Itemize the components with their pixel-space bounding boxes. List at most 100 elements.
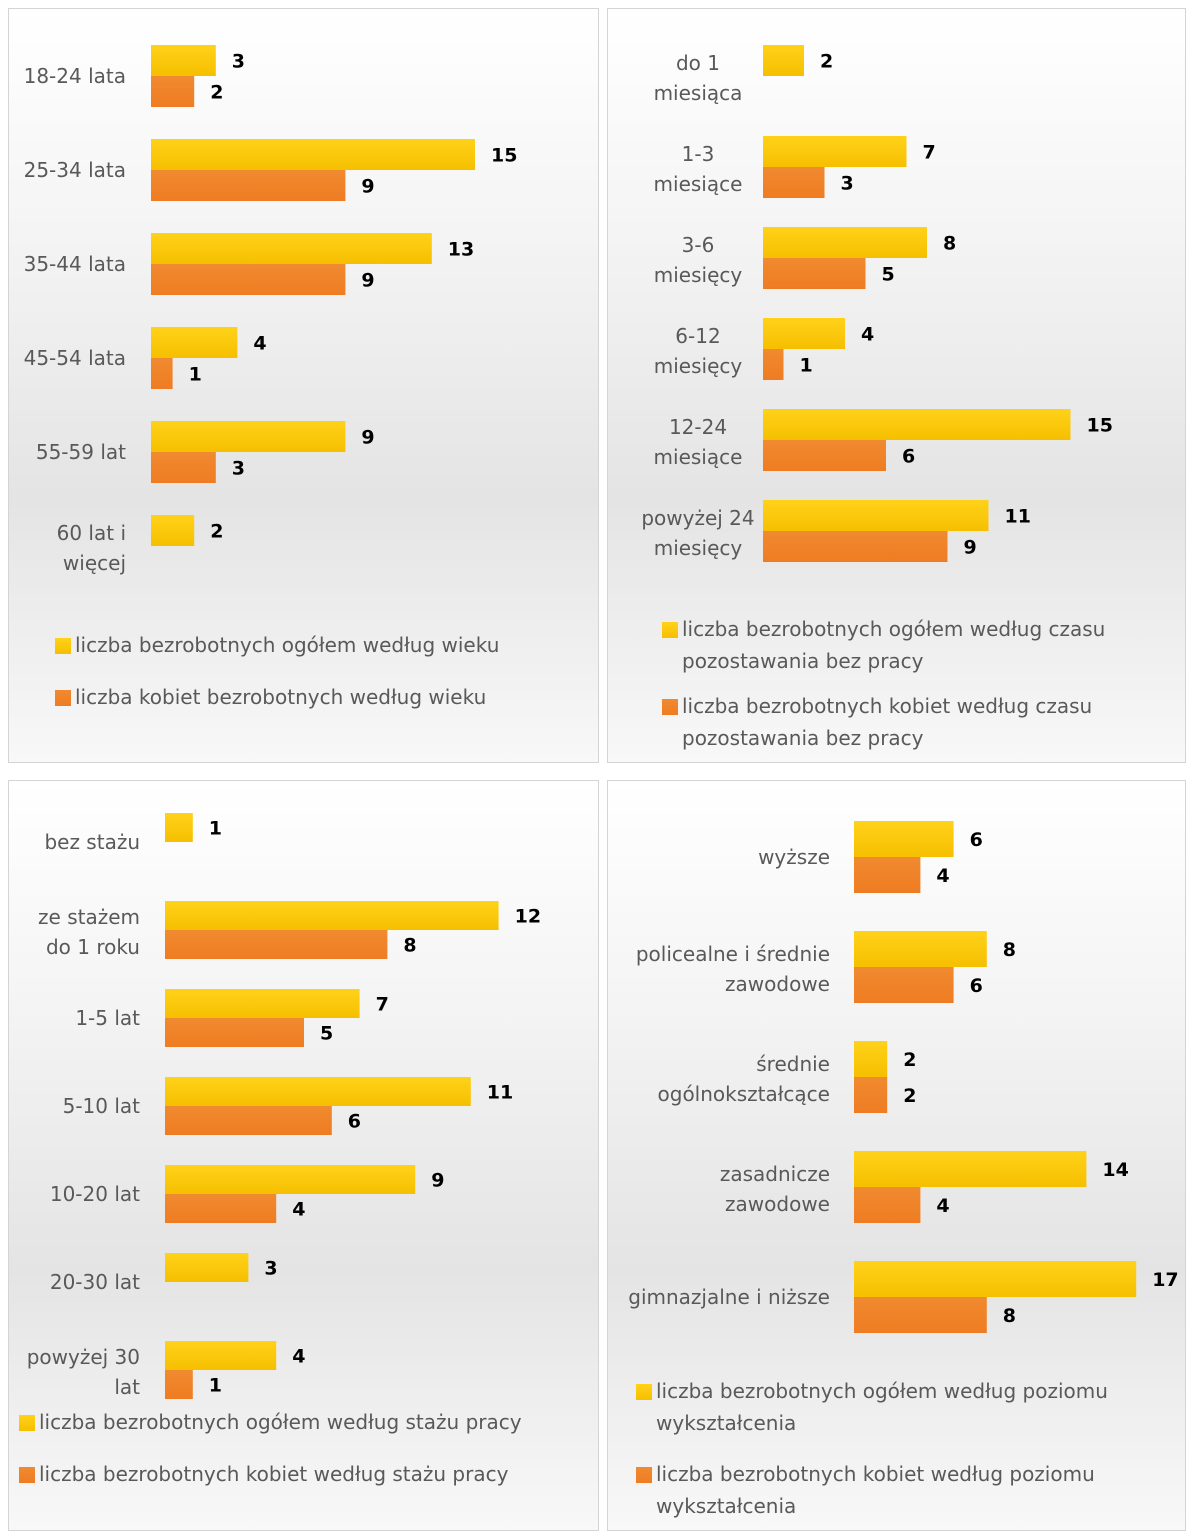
bar-women xyxy=(854,1187,921,1223)
bar-total xyxy=(854,821,954,857)
bar-women xyxy=(165,1018,304,1047)
legend-label-total: liczba bezrobotnych ogółem według poziom… xyxy=(656,1379,1108,1435)
bar-total xyxy=(165,813,193,842)
bar-women xyxy=(854,857,921,893)
value-label: 7 xyxy=(923,142,936,164)
bar-total xyxy=(151,233,432,264)
legend-label-women: liczba kobiet bezrobotnych według wieku xyxy=(75,685,486,709)
category-label: 45-54 lata xyxy=(24,346,126,370)
legend-label-women: liczba bezrobotnych kobiet według poziom… xyxy=(656,1462,1095,1518)
category-label: 25-34 lata xyxy=(24,158,126,182)
category-label: 12-24 miesiące xyxy=(654,415,743,469)
category-label: ze stażem do 1 roku xyxy=(38,905,140,959)
value-label: 2 xyxy=(903,1085,916,1107)
category-label: 10-20 lat xyxy=(50,1182,140,1206)
value-label: 4 xyxy=(936,865,949,887)
bar-total xyxy=(165,1077,471,1106)
legend-swatch-women xyxy=(662,699,678,715)
category-label: zasadnicze zawodowe xyxy=(720,1162,830,1216)
value-label: 5 xyxy=(320,1023,333,1045)
legend-swatch-total xyxy=(55,638,71,654)
bar-total xyxy=(165,901,499,930)
bar-total xyxy=(854,931,987,967)
category-label: 55-59 lat xyxy=(36,440,126,464)
chart-seniority: bez stażu 1 ze stażem do 1 roku 12 8 1-5 lat 7 5… xyxy=(19,813,541,1486)
bar-women xyxy=(854,967,954,1003)
value-label: 1 xyxy=(209,818,222,840)
bar-total xyxy=(151,327,238,358)
value-label: 9 xyxy=(964,537,977,559)
value-label: 6 xyxy=(970,829,983,851)
bar-total xyxy=(151,45,216,76)
bar-women xyxy=(151,358,173,389)
category-label: średnie ogólnokształcące xyxy=(658,1052,830,1106)
value-label: 13 xyxy=(448,239,474,261)
bar-total xyxy=(763,318,845,349)
bar-women xyxy=(854,1297,987,1333)
category-label: 1-3 miesiące xyxy=(654,142,743,196)
legend-swatch-women xyxy=(19,1467,35,1483)
bar-total xyxy=(151,139,475,170)
category-label: 35-44 lata xyxy=(24,252,126,276)
bar-women xyxy=(165,1194,277,1223)
category-label: 6-12 miesięcy xyxy=(654,324,743,378)
chart-duration: do 1 miesiąca 2 1-3 miesiące 7 3 3-6 miesięcy 8 5 6… xyxy=(641,45,1113,750)
bar-total xyxy=(151,515,195,546)
bar-total xyxy=(763,227,927,258)
bar-total xyxy=(763,500,989,531)
value-label: 15 xyxy=(491,145,517,167)
category-label: 1-5 lat xyxy=(75,1006,140,1030)
category-label: 3-6 miesięcy xyxy=(654,233,743,287)
bar-women xyxy=(151,264,346,295)
value-label: 1 xyxy=(189,364,202,386)
value-label: 11 xyxy=(487,1082,513,1104)
legend-label-total: liczba bezrobotnych ogółem według czasu p… xyxy=(682,617,1105,673)
value-label: 4 xyxy=(292,1346,305,1368)
value-label: 8 xyxy=(943,233,956,255)
value-label: 3 xyxy=(264,1258,277,1280)
bar-women xyxy=(165,1106,332,1135)
value-label: 11 xyxy=(1005,506,1031,528)
value-label: 9 xyxy=(361,270,374,292)
bar-women xyxy=(763,258,866,289)
value-label: 6 xyxy=(348,1111,361,1133)
legend-label-women: liczba bezrobotnych kobiet według stażu … xyxy=(39,1462,509,1486)
value-label: 6 xyxy=(970,975,983,997)
bar-total xyxy=(763,136,907,167)
bar-total xyxy=(854,1151,1087,1187)
bar-women xyxy=(165,1370,193,1399)
bar-women xyxy=(763,531,948,562)
legend-swatch-total xyxy=(662,622,678,638)
bar-women xyxy=(151,452,216,483)
legend-label-total: liczba bezrobotnych ogółem według stażu … xyxy=(39,1410,522,1434)
value-label: 2 xyxy=(903,1049,916,1071)
value-label: 1 xyxy=(209,1375,222,1397)
bar-women xyxy=(165,930,388,959)
category-label: 18-24 lata xyxy=(24,64,126,88)
value-label: 3 xyxy=(841,173,854,195)
chart-panel-education: wyższe 6 4 policealne i średnie zawodowe 8 6 śr… xyxy=(607,780,1186,1531)
value-label: 4 xyxy=(936,1195,949,1217)
value-label: 4 xyxy=(861,324,874,346)
value-label: 9 xyxy=(431,1170,444,1192)
category-label: 5-10 lat xyxy=(63,1094,141,1118)
bar-women xyxy=(763,440,886,471)
bar-total xyxy=(165,1253,249,1282)
bar-total xyxy=(854,1261,1137,1297)
chart-panel-age: 18-24 lata 3 2 25-34 lata 15 9 35-44 lata 13 9 45… xyxy=(8,8,599,763)
value-label: 9 xyxy=(361,427,374,449)
value-label: 6 xyxy=(902,446,915,468)
category-label: powyżej 24 miesięcy xyxy=(641,506,754,560)
value-label: 4 xyxy=(253,333,266,355)
value-label: 14 xyxy=(1102,1159,1128,1181)
legend-swatch-women xyxy=(636,1467,652,1483)
value-label: 8 xyxy=(1003,939,1016,961)
bar-total xyxy=(763,45,804,76)
category-label: bez stażu xyxy=(44,830,140,854)
bar-total xyxy=(763,409,1071,440)
value-label: 8 xyxy=(403,935,416,957)
bar-total xyxy=(165,989,360,1018)
bar-total xyxy=(151,421,346,452)
legend-label-total: liczba bezrobotnych ogółem według wieku xyxy=(75,633,499,657)
